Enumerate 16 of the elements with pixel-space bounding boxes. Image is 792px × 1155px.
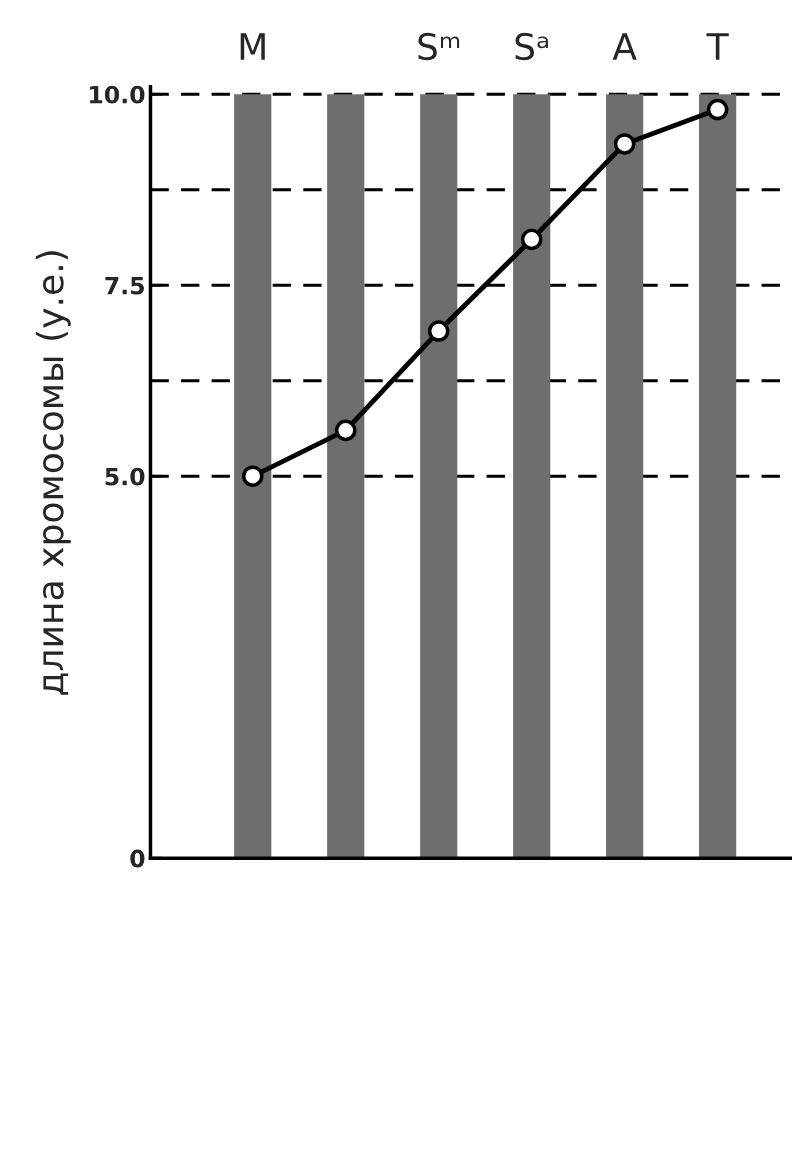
y-tick-label: 5.0 xyxy=(105,467,145,486)
point xyxy=(427,320,450,342)
y-tick-label: 10.0 xyxy=(90,85,145,104)
point xyxy=(241,465,264,487)
x-tick-label: T xyxy=(706,33,729,60)
point xyxy=(334,419,357,442)
x-tick-label: Sᵐ xyxy=(418,32,460,61)
y-axis-title: длина хромосомы (у.е.) xyxy=(35,251,71,695)
point xyxy=(706,98,729,121)
x-tick-label: A xyxy=(612,33,637,60)
y-tick-label: 7.5 xyxy=(105,277,144,295)
point xyxy=(520,228,543,251)
y-tick-label: 0 xyxy=(130,849,145,868)
point xyxy=(613,133,636,155)
x-tick-label: M xyxy=(240,33,265,60)
x-tick-label: Sᵃ xyxy=(515,32,548,61)
